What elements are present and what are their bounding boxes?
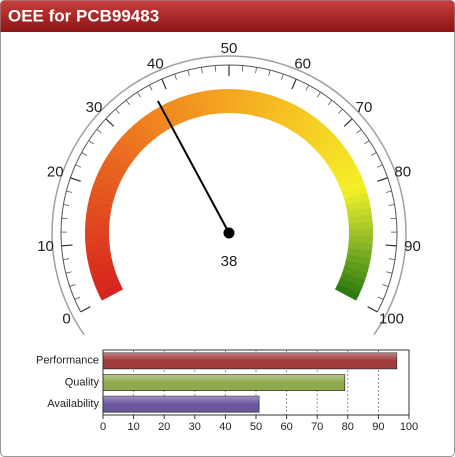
minor-tick bbox=[255, 67, 257, 74]
major-tick bbox=[161, 78, 167, 90]
minor-tick bbox=[376, 164, 383, 168]
tick-label: 20 bbox=[47, 163, 64, 180]
minor-tick bbox=[377, 296, 384, 300]
y-tick-label: Quality bbox=[65, 376, 100, 388]
minor-tick bbox=[69, 284, 76, 287]
x-tick-label: 80 bbox=[342, 421, 354, 433]
major-tick bbox=[377, 177, 388, 182]
y-tick-label: Performance bbox=[36, 355, 99, 367]
minor-tick bbox=[364, 140, 370, 145]
minor-tick bbox=[174, 73, 177, 80]
minor-tick bbox=[65, 271, 72, 274]
needle bbox=[156, 100, 230, 234]
gauge-bezel bbox=[51, 55, 407, 336]
minor-tick bbox=[96, 129, 102, 134]
x-tick-label: 50 bbox=[250, 421, 262, 433]
needle-hub bbox=[223, 227, 235, 239]
minor-tick bbox=[390, 217, 397, 220]
minor-tick bbox=[88, 140, 94, 145]
minor-tick bbox=[382, 284, 389, 287]
minor-tick bbox=[115, 108, 120, 114]
minor-tick bbox=[125, 99, 131, 106]
tick-label: 10 bbox=[37, 238, 54, 255]
minor-tick bbox=[63, 258, 70, 261]
x-tick-label: 30 bbox=[189, 421, 201, 433]
x-tick-label: 0 bbox=[100, 421, 106, 433]
minor-tick bbox=[386, 271, 393, 274]
minor-tick bbox=[66, 190, 73, 193]
x-tick-label: 40 bbox=[219, 421, 231, 433]
chart-title: OEE for PCB99483 bbox=[8, 6, 159, 25]
x-tick-label: 90 bbox=[372, 421, 384, 433]
minor-tick bbox=[305, 84, 310, 91]
minor-tick bbox=[201, 67, 203, 74]
x-tick-label: 100 bbox=[400, 421, 418, 433]
bar-sheen bbox=[103, 396, 260, 413]
gauge: 0 10 20 30 40 50 60 70 80 90 100 38 bbox=[37, 40, 421, 336]
minor-tick bbox=[137, 91, 142, 98]
x-tick-label: 60 bbox=[280, 421, 292, 433]
major-tick bbox=[367, 306, 378, 313]
minor-tick bbox=[316, 91, 321, 98]
tick-label: 90 bbox=[404, 238, 421, 255]
minor-tick bbox=[327, 99, 333, 106]
y-tick-label: Availability bbox=[47, 398, 99, 410]
minor-tick bbox=[281, 73, 284, 80]
bar-chart: 0 10 20 30 40 50 60 70 80 90 100 Performance Quality… bbox=[36, 349, 418, 433]
major-tick bbox=[343, 118, 353, 127]
bar-sheen bbox=[103, 352, 397, 369]
plot-frame bbox=[102, 349, 410, 416]
minor-tick bbox=[385, 190, 392, 193]
tick-label: 50 bbox=[221, 40, 238, 57]
minor-tick bbox=[356, 129, 362, 134]
minor-tick bbox=[187, 70, 190, 77]
minor-tick bbox=[75, 164, 82, 168]
minor-tick bbox=[388, 204, 395, 206]
tick-label: 0 bbox=[62, 310, 70, 327]
major-tick bbox=[291, 78, 297, 90]
tick-label: 80 bbox=[394, 163, 411, 180]
minor-tick bbox=[388, 258, 395, 261]
value-label: 38 bbox=[221, 253, 238, 270]
tick-label: 30 bbox=[86, 99, 103, 116]
minor-tick bbox=[81, 152, 88, 156]
x-tick-label: 70 bbox=[311, 421, 323, 433]
minor-tick bbox=[370, 152, 377, 156]
x-tick-label: 20 bbox=[158, 421, 170, 433]
major-tick bbox=[70, 177, 81, 182]
title-bar bbox=[0, 0, 455, 32]
minor-tick bbox=[63, 204, 70, 206]
tick-label: 70 bbox=[356, 99, 373, 116]
tick-label: 40 bbox=[147, 55, 164, 72]
minor-tick bbox=[61, 217, 68, 220]
major-tick bbox=[105, 118, 115, 127]
major-tick bbox=[61, 244, 73, 247]
major-tick bbox=[385, 244, 397, 247]
x-tick-label: 10 bbox=[127, 421, 139, 433]
tick-label: 100 bbox=[379, 310, 404, 327]
gauge-band bbox=[334, 283, 360, 301]
tick-label: 60 bbox=[294, 55, 311, 72]
bar-sheen bbox=[103, 374, 345, 391]
minor-tick bbox=[338, 108, 343, 114]
minor-tick bbox=[74, 296, 81, 300]
minor-tick bbox=[148, 84, 153, 91]
major-tick bbox=[80, 306, 91, 313]
minor-tick bbox=[268, 70, 271, 77]
